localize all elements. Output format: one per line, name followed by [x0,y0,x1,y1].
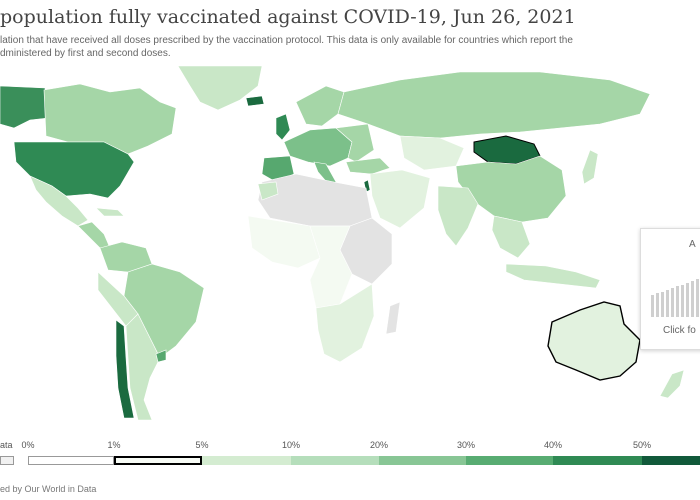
country-usa[interactable] [13,141,135,199]
tooltip-sparkline [649,277,700,317]
tooltip-heading: A [689,239,696,250]
country-cuba[interactable] [95,207,125,217]
country-japan[interactable] [581,149,599,185]
legend-swatch-7[interactable] [642,456,700,465]
legend-no-data-swatch[interactable] [0,456,14,465]
legend-label-2: 5% [195,440,209,450]
legend-swatch-2[interactable] [202,456,291,465]
legend-swatch-1-selected[interactable] [114,456,202,465]
legend-swatch-4[interactable] [379,456,466,465]
country-indonesia[interactable] [505,263,601,289]
tooltip-click-hint[interactable]: Click fo [663,325,696,336]
country-new-zealand[interactable] [659,369,685,399]
country-india[interactable] [437,185,479,247]
country-morocco[interactable] [257,181,279,201]
country-middle-east[interactable] [369,169,431,229]
country-chile[interactable] [115,319,135,419]
legend-label-7: 50% [632,440,652,450]
country-mexico[interactable] [29,175,89,227]
legend-swatch-3[interactable] [291,456,379,465]
legend-label-5: 30% [456,440,476,450]
subtitle-line-1: lation that have received all doses pres… [0,35,573,46]
world-map[interactable] [0,58,700,428]
country-uruguay[interactable] [155,349,167,363]
country-madagascar[interactable] [385,301,401,335]
legend: ata 0% 1% 5% 10% 20% 30% 40% 50% [0,440,700,472]
country-alaska[interactable] [0,85,49,129]
legend-no-data-label: ata [0,440,13,450]
legend-label-1: 1% [107,440,121,450]
legend-swatch-0[interactable] [28,456,114,465]
subtitle-line-2: dministered by first and second doses. [0,48,171,59]
legend-label-3: 10% [281,440,301,450]
country-greenland[interactable] [177,65,263,111]
legend-label-6: 40% [543,440,563,450]
country-southern-africa[interactable] [315,283,375,363]
chart-subtitle: lation that have received all doses pres… [0,34,700,60]
legend-label-0: 0% [21,440,35,450]
legend-label-4: 20% [369,440,389,450]
country-iceland[interactable] [245,95,265,107]
country-southeast-asia[interactable] [491,215,531,259]
footer-source[interactable]: ed by Our World in Data [0,484,97,494]
country-argentina[interactable] [125,313,161,421]
chart-title: population fully vaccinated against COVI… [0,6,576,28]
legend-swatch-5[interactable] [466,456,553,465]
country-uk[interactable] [275,113,291,141]
world-map-svg[interactable] [0,58,700,428]
country-australia[interactable] [547,301,641,381]
tooltip-panel[interactable]: A Click fo [640,228,700,350]
country-russia[interactable] [337,71,651,139]
country-turkey[interactable] [345,157,391,175]
legend-swatch-6[interactable] [553,456,642,465]
